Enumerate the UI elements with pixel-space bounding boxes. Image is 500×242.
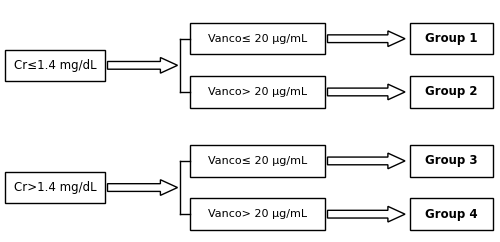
Text: Cr>1.4 mg/dL: Cr>1.4 mg/dL: [14, 181, 96, 194]
Text: Vanco≤ 20 μg/mL: Vanco≤ 20 μg/mL: [208, 34, 307, 44]
Text: Group 1: Group 1: [425, 32, 478, 45]
Text: Cr≤1.4 mg/dL: Cr≤1.4 mg/dL: [14, 59, 96, 72]
FancyBboxPatch shape: [410, 198, 492, 230]
Text: Vanco≤ 20 μg/mL: Vanco≤ 20 μg/mL: [208, 156, 307, 166]
Text: Group 3: Group 3: [425, 154, 478, 167]
Polygon shape: [328, 84, 405, 100]
FancyBboxPatch shape: [5, 172, 105, 203]
Text: Group 2: Group 2: [425, 85, 478, 98]
FancyBboxPatch shape: [410, 23, 492, 54]
Text: Vanco> 20 μg/mL: Vanco> 20 μg/mL: [208, 87, 307, 97]
FancyBboxPatch shape: [190, 198, 325, 230]
FancyBboxPatch shape: [5, 50, 105, 81]
Polygon shape: [328, 31, 405, 46]
FancyBboxPatch shape: [190, 76, 325, 108]
FancyBboxPatch shape: [410, 145, 492, 177]
Text: Vanco> 20 μg/mL: Vanco> 20 μg/mL: [208, 209, 307, 219]
FancyBboxPatch shape: [190, 23, 325, 54]
Polygon shape: [108, 58, 178, 73]
FancyBboxPatch shape: [410, 76, 492, 108]
Polygon shape: [328, 153, 405, 169]
Polygon shape: [108, 180, 178, 195]
Text: Group 4: Group 4: [425, 208, 478, 221]
FancyBboxPatch shape: [190, 145, 325, 177]
Polygon shape: [328, 206, 405, 222]
